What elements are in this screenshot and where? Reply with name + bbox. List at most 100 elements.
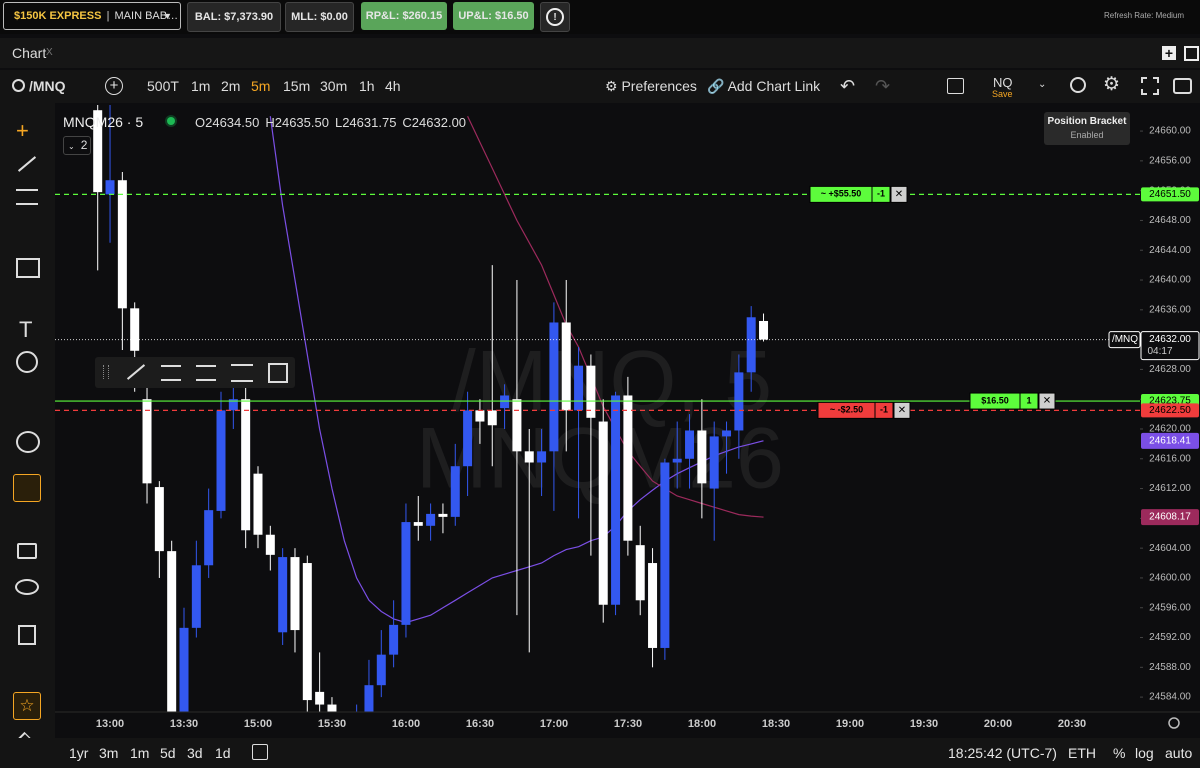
crosshair-tool[interactable]: +	[16, 118, 29, 143]
indicator-toggle[interactable]: ⌄ 2	[63, 136, 91, 155]
account-select[interactable]: $150K EXPRESS | MAIN BAB… ▼	[3, 2, 181, 30]
range-button[interactable]: 1d	[215, 745, 231, 761]
add-symbol[interactable]: +	[105, 77, 123, 95]
draw-line[interactable]	[126, 364, 146, 380]
draw-channel[interactable]	[161, 365, 181, 381]
y-tick-label: 24648.00	[1149, 215, 1191, 226]
average-price-tag	[1141, 432, 1199, 449]
top-bar: $150K EXPRESS | MAIN BAB… ▼ BAL: $7,373.…	[0, 0, 1200, 34]
y-tick-label: 24656.00	[1149, 155, 1191, 166]
x-tick-label: 19:30	[910, 718, 938, 730]
draw-lines[interactable]	[231, 364, 253, 382]
settings-icon[interactable]: ⚙	[1103, 74, 1121, 95]
visibility-tool[interactable]	[15, 579, 39, 595]
percent-toggle[interactable]: %	[1113, 745, 1126, 761]
order-price-label: 24623.75	[1149, 396, 1191, 407]
favorites[interactable]: ☆	[13, 692, 41, 720]
x-tick-label: 15:00	[244, 718, 272, 730]
chart-link-label: Add Chart Link	[727, 78, 821, 94]
range-button[interactable]: 3d	[187, 745, 203, 761]
order-close-box[interactable]	[890, 185, 908, 203]
preferences[interactable]: ⚙ Preferences	[605, 78, 697, 94]
chart-link[interactable]: 🔗 Add Chart Link	[707, 78, 821, 94]
zoom-icon[interactable]	[1070, 77, 1086, 93]
camera-icon[interactable]	[1173, 78, 1192, 94]
order-close: ✕	[898, 405, 906, 416]
interval[interactable]: 1h	[359, 78, 375, 94]
drag-handle[interactable]	[103, 365, 109, 379]
interval[interactable]: 4h	[385, 78, 401, 94]
x-tick-label: 16:00	[392, 718, 420, 730]
compare-symbol[interactable]: NQ	[993, 75, 1013, 90]
search-icon[interactable]	[12, 79, 25, 92]
candle-body	[142, 399, 152, 484]
emoji-tool[interactable]	[16, 351, 38, 373]
layout-icon[interactable]	[947, 78, 964, 94]
tab-close[interactable]: X	[46, 47, 53, 58]
candle-body	[364, 685, 374, 712]
range-button[interactable]: 5d	[160, 745, 176, 761]
order-pnl: $16.50	[981, 395, 1009, 405]
x-tick-label: 16:30	[466, 718, 494, 730]
interval[interactable]: 30m	[320, 78, 348, 94]
fullscreen-icon[interactable]	[1141, 77, 1159, 95]
draw-fib[interactable]	[196, 365, 216, 381]
text-tool[interactable]: T	[19, 317, 33, 342]
interval[interactable]: 15m	[283, 78, 311, 94]
candle-body	[376, 654, 386, 686]
order-close-box[interactable]	[893, 401, 911, 419]
candle-body	[290, 557, 300, 631]
candle-body	[512, 399, 522, 452]
order-qty-box	[1019, 392, 1039, 410]
auto-toggle[interactable]: auto	[1165, 745, 1193, 761]
position-bracket[interactable]: Position Bracket Enabled	[1044, 112, 1130, 145]
redo[interactable]: ↷	[875, 76, 891, 96]
undo[interactable]: ↶	[840, 76, 856, 96]
candle-body	[253, 473, 263, 535]
date-range-icon[interactable]	[252, 744, 268, 760]
average-price-label: 24608.17	[1149, 512, 1191, 523]
x-tick-label: 18:00	[688, 718, 716, 730]
interval[interactable]: 1m	[191, 78, 211, 94]
lock-tool[interactable]	[17, 543, 37, 559]
draw-rect[interactable]	[268, 363, 288, 383]
candle-body	[278, 557, 288, 633]
session[interactable]: ETH	[1068, 745, 1096, 761]
alert-button[interactable]: !	[540, 2, 570, 32]
indicator-count: 2	[80, 138, 88, 152]
candle-body	[327, 704, 337, 712]
interval[interactable]: 500T	[147, 78, 179, 94]
candle-body	[130, 308, 140, 351]
candle-body	[759, 320, 769, 340]
range-button[interactable]: 1yr	[69, 745, 89, 761]
realized-pnl: RP&L: $260.15	[361, 2, 447, 30]
candle-body	[549, 322, 559, 452]
alert-icon: !	[546, 8, 564, 26]
candle-body	[426, 513, 436, 526]
rectangle-tool[interactable]	[16, 258, 40, 278]
channel-tool[interactable]	[16, 189, 38, 205]
x-tick-label: 13:00	[96, 718, 124, 730]
tab-title[interactable]: Chart	[12, 45, 47, 61]
candle-body	[586, 365, 596, 418]
range-button[interactable]: 3m	[99, 745, 119, 761]
order-qty-box	[871, 185, 891, 203]
save[interactable]: Save	[992, 89, 1013, 99]
y-tick-label: 24644.00	[1149, 245, 1191, 256]
order-close-box[interactable]	[1038, 392, 1056, 410]
zoom-tool[interactable]	[16, 431, 40, 453]
symbol[interactable]: /MNQ	[29, 78, 66, 94]
magnet-tool[interactable]	[13, 474, 41, 502]
add-button[interactable]: +	[1162, 46, 1176, 60]
maximize-button[interactable]	[1184, 46, 1199, 61]
candle-body	[598, 421, 608, 605]
interval[interactable]: 5m	[251, 78, 271, 94]
range-button[interactable]: 1m	[130, 745, 150, 761]
delete-tool[interactable]	[18, 625, 36, 645]
interval[interactable]: 2m	[221, 78, 241, 94]
log-toggle[interactable]: log	[1135, 745, 1154, 761]
order-pnl: ~ -$2.50	[830, 405, 863, 415]
axis-settings[interactable]	[1168, 717, 1180, 729]
ohlc-value: H24635.50	[265, 115, 329, 130]
